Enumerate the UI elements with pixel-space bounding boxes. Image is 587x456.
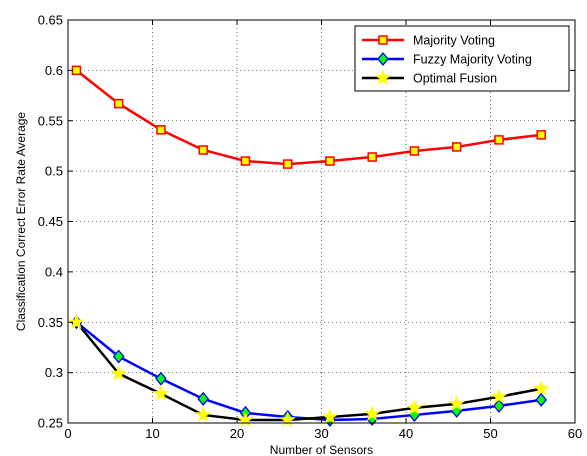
y-tick-label: 0.55 bbox=[38, 113, 63, 128]
legend-items: Majority Voting Fuzzy Majority Voting Opti… bbox=[362, 34, 532, 86]
x-tick-label: 50 bbox=[483, 426, 497, 441]
legend-item: Majority Voting bbox=[362, 34, 495, 48]
data-point bbox=[409, 146, 420, 156]
data-point bbox=[198, 145, 208, 155]
legend-label: Fuzzy Majority Voting bbox=[413, 53, 532, 67]
series-layer bbox=[68, 65, 550, 428]
data-point bbox=[240, 156, 251, 166]
x-tick-label: 10 bbox=[145, 426, 159, 441]
data-point bbox=[155, 371, 167, 386]
data-point bbox=[363, 405, 381, 421]
data-point bbox=[156, 125, 166, 135]
data-point bbox=[282, 159, 293, 169]
y-tick-label: 0.4 bbox=[45, 264, 63, 279]
y-tick-label: 0.5 bbox=[45, 164, 63, 179]
data-point bbox=[113, 98, 124, 109]
x-tick-label: 0 bbox=[64, 426, 71, 441]
data-point bbox=[493, 398, 505, 413]
y-tick-label: 0.25 bbox=[38, 416, 63, 431]
tick-labels: 0 10 20 30 40 50 60 0.25 0.3 0.35 0.4 0.45 0.5 0.55 0.… bbox=[38, 13, 583, 442]
data-point bbox=[406, 399, 423, 415]
data-point bbox=[367, 152, 377, 162]
data-point bbox=[152, 385, 170, 401]
data-point bbox=[532, 380, 550, 396]
data-point bbox=[448, 395, 465, 411]
legend-marker bbox=[378, 35, 388, 45]
series-majority-voting bbox=[71, 65, 546, 169]
series-line bbox=[75, 69, 542, 166]
x-tick-label: 60 bbox=[568, 426, 582, 441]
data-point bbox=[535, 392, 548, 407]
data-point bbox=[536, 130, 546, 140]
y-tick-label: 0.65 bbox=[38, 13, 63, 28]
legend-label: Majority Voting bbox=[413, 34, 495, 48]
data-point bbox=[194, 406, 212, 422]
data-point bbox=[494, 135, 504, 145]
x-tick-label: 40 bbox=[399, 426, 413, 441]
data-point bbox=[321, 408, 339, 425]
y-tick-label: 0.35 bbox=[38, 315, 63, 330]
x-tick-label: 30 bbox=[314, 426, 328, 441]
legend-item: Optimal Fusion bbox=[362, 69, 497, 86]
legend-marker bbox=[377, 51, 389, 67]
series-line bbox=[75, 321, 542, 422]
legend: Majority Voting Fuzzy Majority Voting Opti… bbox=[354, 25, 570, 92]
axis-ticks bbox=[67, 19, 576, 424]
legend-item: Fuzzy Majority Voting bbox=[362, 51, 532, 67]
legend-label: Optimal Fusion bbox=[413, 72, 497, 86]
y-tick-label: 0.3 bbox=[45, 365, 63, 380]
y-tick-label: 0.45 bbox=[38, 214, 63, 229]
data-point bbox=[110, 364, 127, 381]
data-point bbox=[197, 391, 210, 406]
grid-lines bbox=[68, 20, 575, 423]
y-tick-label: 0.6 bbox=[45, 63, 63, 78]
data-point bbox=[490, 388, 508, 404]
data-point bbox=[68, 313, 85, 330]
data-point bbox=[112, 349, 125, 364]
data-point bbox=[451, 142, 462, 152]
data-point bbox=[325, 156, 335, 166]
y-axis-label: Classification Correct Error Rate Averag… bbox=[14, 112, 28, 332]
data-point bbox=[71, 65, 82, 76]
series-optimal-fusion bbox=[68, 313, 550, 428]
x-tick-label: 20 bbox=[230, 426, 244, 441]
x-axis-label: Number of Sensors bbox=[270, 443, 373, 456]
legend-marker bbox=[374, 69, 392, 86]
